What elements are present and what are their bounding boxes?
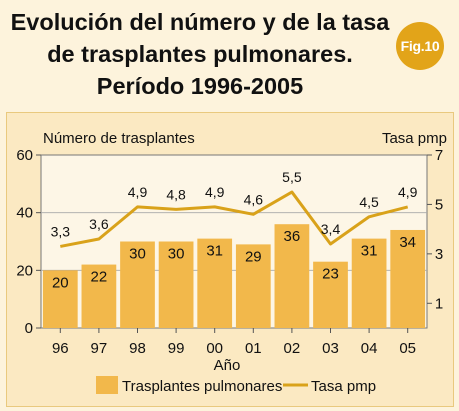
bar-value-label: 22: [91, 269, 108, 286]
figure-badge-label: Fig.10: [400, 38, 440, 54]
rate-value-label: 4,5: [359, 194, 379, 210]
y-left-tick-label: 20: [16, 262, 33, 279]
bar-value-label: 30: [168, 246, 185, 263]
x-tick-label: 00: [206, 340, 223, 357]
rate-value-label: 4,8: [166, 186, 186, 202]
bar-value-label: 31: [361, 243, 378, 260]
bar-value-label: 36: [284, 228, 301, 245]
y-left-tick-label: 0: [25, 320, 33, 337]
x-axis-label: Año: [214, 357, 241, 374]
bar-value-label: 34: [399, 234, 416, 251]
y-axis-right-label: Tasa pmp: [382, 130, 447, 147]
y-right-tick-label: 3: [435, 246, 443, 263]
y-left-tick-label: 60: [16, 147, 33, 164]
figure-badge: Fig.10: [396, 22, 444, 70]
x-tick-label: 02: [284, 340, 301, 357]
bar: [274, 224, 310, 328]
rate-value-label: 4,9: [205, 184, 225, 200]
bar: [158, 241, 194, 328]
x-tick-label: 96: [52, 340, 69, 357]
y-right-tick-label: 5: [435, 196, 443, 213]
bar-value-label: 30: [129, 246, 146, 263]
title-line-2: de trasplantes pulmonares.: [47, 41, 353, 67]
bar-value-label: 31: [206, 243, 223, 260]
y-right-tick-label: 7: [435, 147, 443, 164]
title-line-1: Evolución del número y de la tasa: [10, 9, 390, 35]
x-tick-label: 03: [322, 340, 339, 357]
y-axis-left-label: Número de trasplantes: [43, 130, 195, 147]
title-line-3: Período 1996-2005: [96, 73, 304, 99]
bar-value-label: 23: [322, 266, 339, 283]
x-tick-label: 01: [245, 340, 262, 357]
bar: [81, 264, 117, 328]
bar: [390, 229, 426, 328]
legend-line-label: Tasa pmp: [311, 378, 376, 395]
x-tick-label: 99: [168, 340, 185, 357]
bar: [42, 270, 78, 328]
rate-value-label: 4,9: [128, 184, 148, 200]
x-tick-label: 97: [91, 340, 108, 357]
bar-value-label: 20: [52, 274, 69, 291]
chart-title: Evolución del número y de la tasa de tra…: [10, 6, 390, 102]
x-tick-label: 04: [361, 340, 378, 357]
rate-value-label: 3,3: [51, 223, 71, 239]
title-area: Evolución del número y de la tasa de tra…: [0, 0, 459, 112]
rate-value-label: 4,6: [244, 191, 264, 207]
rate-value-label: 3,6: [89, 216, 109, 232]
rate-value-label: 4,9: [398, 184, 418, 200]
x-tick-label: 05: [399, 340, 416, 357]
bar: [313, 261, 348, 328]
rate-value-label: 3,4: [321, 221, 341, 237]
bar: [120, 241, 155, 328]
rate-value-label: 5,5: [282, 169, 302, 185]
bar: [197, 238, 233, 328]
bar: [235, 244, 271, 328]
bar: [351, 238, 387, 328]
x-tick-label: 98: [129, 340, 146, 357]
legend-bar-swatch: [96, 376, 118, 394]
bar-value-label: 29: [245, 248, 262, 265]
rate-line: [60, 190, 409, 248]
legend-bar-label: Trasplantes pulmonares: [122, 378, 282, 395]
y-right-tick-label: 1: [435, 295, 443, 312]
y-left-tick-label: 40: [16, 205, 33, 222]
legend: Trasplantes pulmonares Tasa pmp: [96, 376, 376, 395]
